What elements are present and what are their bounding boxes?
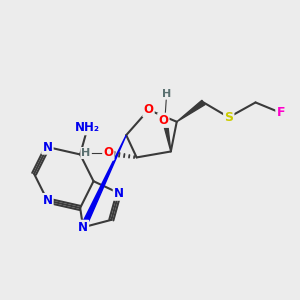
Text: O: O bbox=[158, 114, 168, 127]
Text: N: N bbox=[43, 140, 52, 154]
Text: S: S bbox=[224, 111, 233, 124]
Text: N: N bbox=[78, 221, 88, 234]
Text: N: N bbox=[114, 187, 124, 200]
Text: O: O bbox=[103, 146, 113, 160]
Text: S: S bbox=[224, 111, 233, 124]
Text: N: N bbox=[78, 221, 88, 234]
Polygon shape bbox=[163, 120, 171, 152]
Text: NH₂: NH₂ bbox=[75, 121, 100, 134]
Text: O: O bbox=[103, 146, 113, 160]
Polygon shape bbox=[177, 100, 205, 122]
Text: N: N bbox=[43, 194, 52, 207]
Text: NH₂: NH₂ bbox=[75, 121, 100, 134]
Text: F: F bbox=[277, 106, 285, 119]
Text: O: O bbox=[143, 103, 154, 116]
Text: H: H bbox=[82, 148, 91, 158]
Text: H: H bbox=[162, 88, 171, 98]
Text: O: O bbox=[158, 114, 168, 127]
Polygon shape bbox=[81, 135, 126, 228]
Text: N: N bbox=[43, 194, 52, 207]
Text: O: O bbox=[143, 103, 154, 116]
Text: F: F bbox=[277, 106, 285, 119]
Text: N: N bbox=[43, 140, 52, 154]
Text: H: H bbox=[162, 88, 171, 98]
Text: H: H bbox=[82, 148, 91, 158]
Text: N: N bbox=[114, 187, 124, 200]
